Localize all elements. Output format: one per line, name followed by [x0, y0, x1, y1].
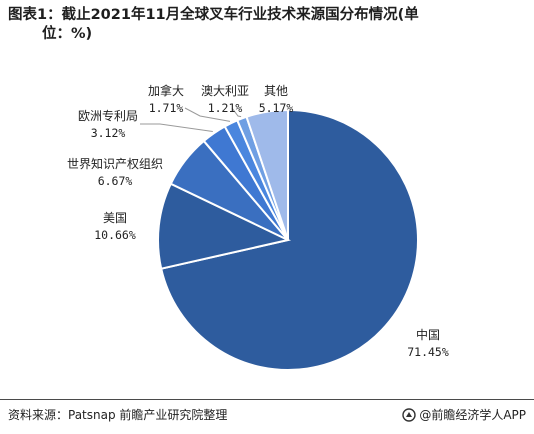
slice-value-label: 1.71% [149, 101, 184, 115]
slice-category-label: 其他 [264, 84, 288, 98]
pie-slices [157, 108, 419, 371]
source-text: 资料来源：Patsnap 前瞻产业研究院整理 [8, 408, 228, 422]
brand-logo-icon [402, 407, 417, 422]
pie-chart: 中国 71.45% 美国 10.66% 世界知识产权组织 6.67% 欧洲专利局 3.12% 加… [67, 83, 449, 371]
brand-credit: @前瞻经济学人APP [402, 406, 526, 423]
title-line-2: 位：%) [42, 26, 93, 42]
title-line-1: 图表1：截止2021年11月全球叉车行业技术来源国分布情况(单 [8, 7, 419, 23]
slice-category-label: 世界知识产权组织 [67, 157, 163, 171]
slice-category-label: 欧洲专利局 [78, 108, 138, 123]
slice-value-label: 10.66% [94, 228, 136, 242]
slice-value-label: 6.67% [98, 174, 133, 188]
slice-value-label: 71.45% [407, 345, 449, 359]
leader-line-3 [140, 123, 213, 132]
slice-category-label: 澳大利亚 [201, 84, 249, 98]
slice-category-label: 中国 [416, 327, 440, 342]
leader-lines [140, 107, 242, 132]
slice-category-label: 加拿大 [148, 83, 184, 98]
slice-value-label: 5.17% [259, 101, 294, 115]
brand-text: @前瞻经济学人APP [419, 408, 526, 422]
chart-title: 图表1：截止2021年11月全球叉车行业技术来源国分布情况(单 位：%) [8, 6, 508, 44]
slice-value-label: 1.21% [208, 101, 243, 115]
leader-line-5 [231, 107, 242, 118]
pie-slice-6 [245, 108, 289, 241]
leader-line-4 [184, 107, 231, 122]
footer: 资料来源：Patsnap 前瞻产业研究院整理 @前瞻经济学人APP [0, 399, 534, 432]
pie-slice-1 [157, 182, 292, 270]
slice-value-label: 3.12% [91, 126, 126, 140]
slice-category-label: 美国 [103, 211, 127, 225]
slice-labels: 中国 71.45% 美国 10.66% 世界知识产权组织 6.67% 欧洲专利局 3.12% 加… [67, 83, 449, 359]
